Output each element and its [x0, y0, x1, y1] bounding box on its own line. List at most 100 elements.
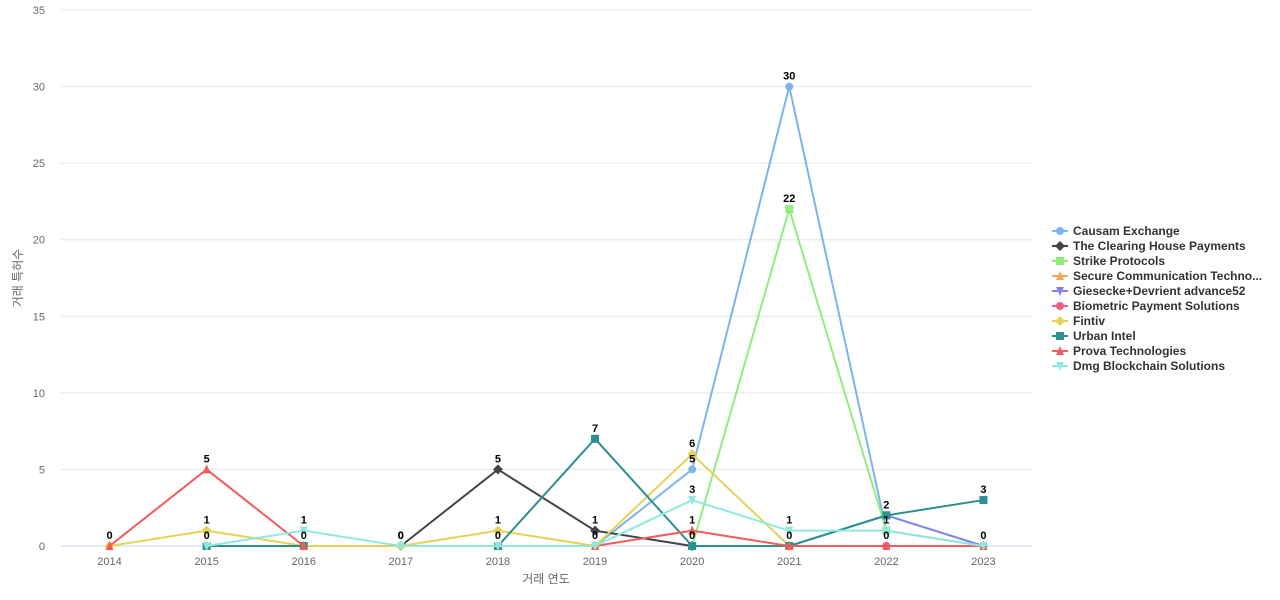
legend-item[interactable]: Giesecke+Devrient advance52 — [1052, 284, 1246, 298]
legend-marker — [1055, 241, 1065, 251]
y-tick-label: 35 — [33, 5, 45, 17]
legend-item[interactable]: The Clearing House Payments — [1052, 239, 1246, 253]
legend-label: Dmg Blockchain Solutions — [1073, 359, 1225, 373]
legend-marker — [1056, 302, 1064, 310]
x-axis-title: 거래 연도 — [522, 572, 570, 586]
data-label: 1 — [883, 515, 889, 527]
data-point — [688, 542, 697, 550]
legend-marker — [1055, 316, 1065, 326]
data-label: 22 — [783, 193, 795, 205]
legend-item[interactable]: Urban Intel — [1052, 329, 1136, 343]
x-axis-ticks: 2014 2015 2016 2017 2018 2019 2020 2021 2022 2023 — [97, 556, 995, 568]
data-point — [202, 464, 211, 474]
data-label: 0 — [883, 530, 889, 542]
data-label: 0 — [106, 530, 112, 542]
legend-label: Urban Intel — [1073, 329, 1136, 343]
y-tick-label: 25 — [33, 158, 45, 170]
legend-marker — [1056, 346, 1064, 355]
x-tick-label: 2022 — [874, 556, 898, 568]
x-tick-label: 2017 — [389, 556, 413, 568]
data-point — [882, 511, 891, 520]
data-point — [785, 205, 794, 214]
grid-lines — [61, 9, 1032, 470]
data-label: 5 — [204, 453, 210, 465]
data-point — [396, 542, 405, 551]
legend-marker — [1056, 287, 1064, 296]
legend-item[interactable]: Causam Exchange — [1052, 224, 1180, 238]
legend-item[interactable]: Secure Communication Techno... — [1052, 269, 1262, 283]
x-tick-label: 2014 — [97, 556, 121, 568]
data-point — [687, 449, 698, 460]
data-point — [785, 82, 794, 91]
y-tick-label: 15 — [33, 311, 45, 323]
x-tick-label: 2020 — [680, 556, 704, 568]
y-tick-label: 20 — [33, 235, 45, 247]
series-group — [104, 82, 988, 551]
x-tick-label: 2015 — [194, 556, 218, 568]
data-label: 0 — [980, 530, 986, 542]
data-point — [882, 526, 891, 536]
data-label: 1 — [301, 515, 307, 527]
data-label: 2 — [883, 499, 889, 511]
data-point — [688, 465, 697, 474]
legend-item[interactable]: Biometric Payment Solutions — [1052, 299, 1240, 313]
data-label: 0 — [398, 530, 404, 542]
data-label: 5 — [689, 453, 695, 465]
data-label: 3 — [689, 484, 695, 496]
y-axis-title: 거래 특허수 — [11, 249, 25, 308]
data-label: 0 — [495, 530, 501, 542]
series-line — [691, 205, 888, 547]
data-point — [590, 525, 601, 536]
legend-marker — [1056, 362, 1064, 371]
data-point — [492, 525, 503, 536]
legend-marker — [1056, 271, 1064, 280]
y-tick-label: 0 — [39, 541, 45, 553]
data-label: 0 — [301, 530, 307, 542]
data-point — [979, 542, 988, 551]
data-label: 0 — [398, 530, 404, 542]
data-label: 1 — [495, 515, 501, 527]
data-label: 1 — [592, 515, 598, 527]
data-label: 0 — [592, 530, 598, 542]
data-point — [591, 434, 600, 443]
data-point — [492, 464, 503, 475]
legend-label: Prova Technologies — [1073, 344, 1186, 358]
legend-marker — [1056, 332, 1064, 340]
legend-item[interactable]: Strike Protocols — [1052, 254, 1165, 268]
legend-item[interactable]: Fintiv — [1052, 314, 1105, 328]
series-line — [497, 437, 984, 547]
series-8 — [105, 464, 988, 550]
x-tick-label: 2023 — [971, 556, 995, 568]
series-9 — [202, 496, 988, 551]
data-label: 1 — [786, 515, 792, 527]
data-point — [299, 541, 308, 550]
data-label: 1 — [689, 515, 695, 527]
data-point — [493, 542, 502, 551]
y-tick-label: 10 — [33, 388, 45, 400]
legend-label: Causam Exchange — [1073, 224, 1180, 238]
legend-marker — [1056, 227, 1064, 235]
x-tick-label: 2018 — [486, 556, 510, 568]
series-line — [400, 468, 693, 547]
legend-item[interactable]: Prova Technologies — [1052, 344, 1186, 358]
data-point — [882, 541, 891, 550]
data-point — [202, 542, 211, 551]
legend-item[interactable]: Dmg Blockchain Solutions — [1052, 359, 1225, 373]
data-label: 3 — [980, 484, 986, 496]
legend-label: Giesecke+Devrient advance52 — [1073, 284, 1246, 298]
data-point — [688, 525, 697, 535]
data-point — [979, 496, 988, 505]
data-label: 0 — [689, 530, 695, 542]
y-tick-label: 30 — [33, 82, 45, 94]
data-point — [201, 525, 212, 536]
data-label: 6 — [689, 438, 695, 450]
legend-label: Fintiv — [1073, 314, 1105, 328]
legend-marker — [1056, 257, 1064, 265]
x-tick-label: 2021 — [777, 556, 801, 568]
legend-label: The Clearing House Payments — [1073, 239, 1246, 253]
legend-label: Secure Communication Techno... — [1073, 269, 1262, 283]
data-point — [591, 542, 600, 551]
